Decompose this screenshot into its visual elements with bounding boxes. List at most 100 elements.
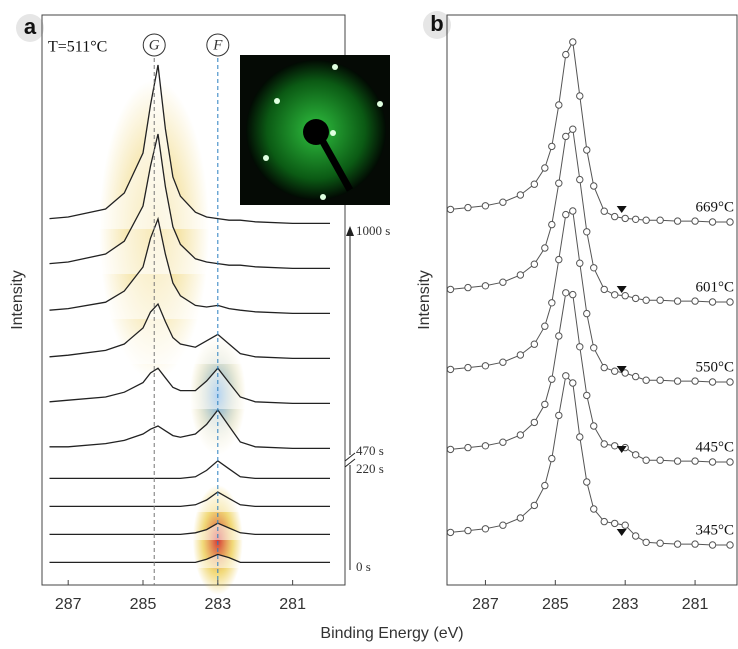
data-point [600, 440, 608, 448]
data-point [499, 358, 507, 366]
y-axis-label: Intensity [9, 270, 26, 330]
feature-marker [616, 446, 627, 453]
data-point [590, 422, 598, 430]
data-point [611, 367, 619, 375]
peak-badge [206, 33, 230, 57]
data-point [464, 526, 472, 535]
data-point [656, 539, 664, 547]
axis-break [344, 458, 356, 468]
x-axis-label: Binding Energy (eV) [320, 625, 463, 642]
series-label: 345°C [695, 522, 734, 538]
data-point [499, 198, 507, 206]
trace-fill [49, 460, 331, 484]
inset-holder [318, 138, 354, 192]
label-badge [16, 14, 44, 42]
data-point [446, 285, 455, 294]
y-axis-label: Intensity [416, 270, 433, 330]
data-point [548, 454, 556, 463]
time-label: 1000 s [356, 223, 390, 238]
panel-label: b [430, 11, 443, 36]
data-point [516, 271, 525, 279]
data-point [631, 294, 640, 303]
data-point [569, 125, 577, 133]
data-point [576, 343, 584, 351]
data-point [583, 146, 591, 154]
data-point [530, 418, 539, 427]
data-point [464, 203, 472, 212]
spectrum-line [450, 210, 730, 383]
data-point [562, 289, 570, 297]
data-point [481, 442, 490, 450]
data-point [691, 457, 699, 465]
data-point [530, 501, 539, 510]
data-point [464, 443, 472, 452]
data-point [446, 445, 455, 454]
data-point [708, 298, 717, 306]
data-point [708, 378, 717, 386]
x-tick-label: 281 [279, 596, 306, 613]
data-point [691, 297, 699, 305]
data-point [691, 377, 699, 385]
inset-spots [263, 64, 383, 200]
data-point [481, 362, 490, 370]
data-point [548, 142, 556, 151]
time-label: 470 s [356, 443, 384, 458]
data-point [621, 292, 629, 300]
data-point [464, 283, 472, 292]
peak-label: G [149, 37, 160, 53]
data-point [541, 322, 549, 330]
inset-shadow [303, 119, 329, 145]
series-label: 550°C [695, 359, 734, 375]
series-label: 601°C [695, 279, 734, 295]
data-point [642, 296, 650, 304]
data-point [562, 372, 570, 380]
data-point [590, 344, 598, 352]
x-tick-label: 285 [542, 596, 569, 613]
trace [49, 216, 330, 315]
data-point [656, 296, 664, 304]
annotation: T=511°C [48, 39, 107, 56]
data-point [691, 217, 699, 225]
data-point [541, 400, 549, 409]
x-tick-label: 283 [612, 596, 639, 613]
data-point [481, 282, 490, 290]
data-point [464, 363, 472, 372]
time-label: 220 s [356, 461, 384, 476]
data-point [516, 191, 525, 199]
x-tick-label: 283 [204, 596, 231, 613]
time-arrow [346, 226, 354, 236]
time-label: 0 s [356, 559, 371, 574]
data-point [621, 214, 629, 223]
spectrum-line [450, 374, 730, 546]
data-point [555, 101, 563, 109]
data-point [499, 278, 507, 286]
trace [49, 302, 330, 360]
data-point [530, 180, 539, 188]
data-point [562, 132, 570, 141]
feature-marker [616, 366, 627, 373]
data-point [576, 433, 584, 441]
trace-fill [49, 554, 331, 568]
data-point [530, 260, 539, 268]
data-point [631, 372, 640, 381]
data-point [642, 376, 650, 384]
data-point [548, 220, 556, 229]
data-point [569, 379, 577, 387]
panel-label: a [24, 14, 37, 39]
data-point [631, 215, 640, 224]
data-point [673, 540, 682, 548]
data-point [673, 217, 682, 225]
axes-frame [446, 14, 738, 586]
data-point [656, 456, 664, 464]
axis-break [344, 452, 356, 462]
spectrum-line [450, 292, 730, 463]
data-point [656, 216, 664, 224]
data-point [569, 38, 577, 46]
data-point [590, 182, 598, 190]
trace [49, 64, 330, 225]
data-point [611, 442, 619, 450]
trace-fill [49, 410, 331, 454]
data-point [631, 451, 640, 459]
